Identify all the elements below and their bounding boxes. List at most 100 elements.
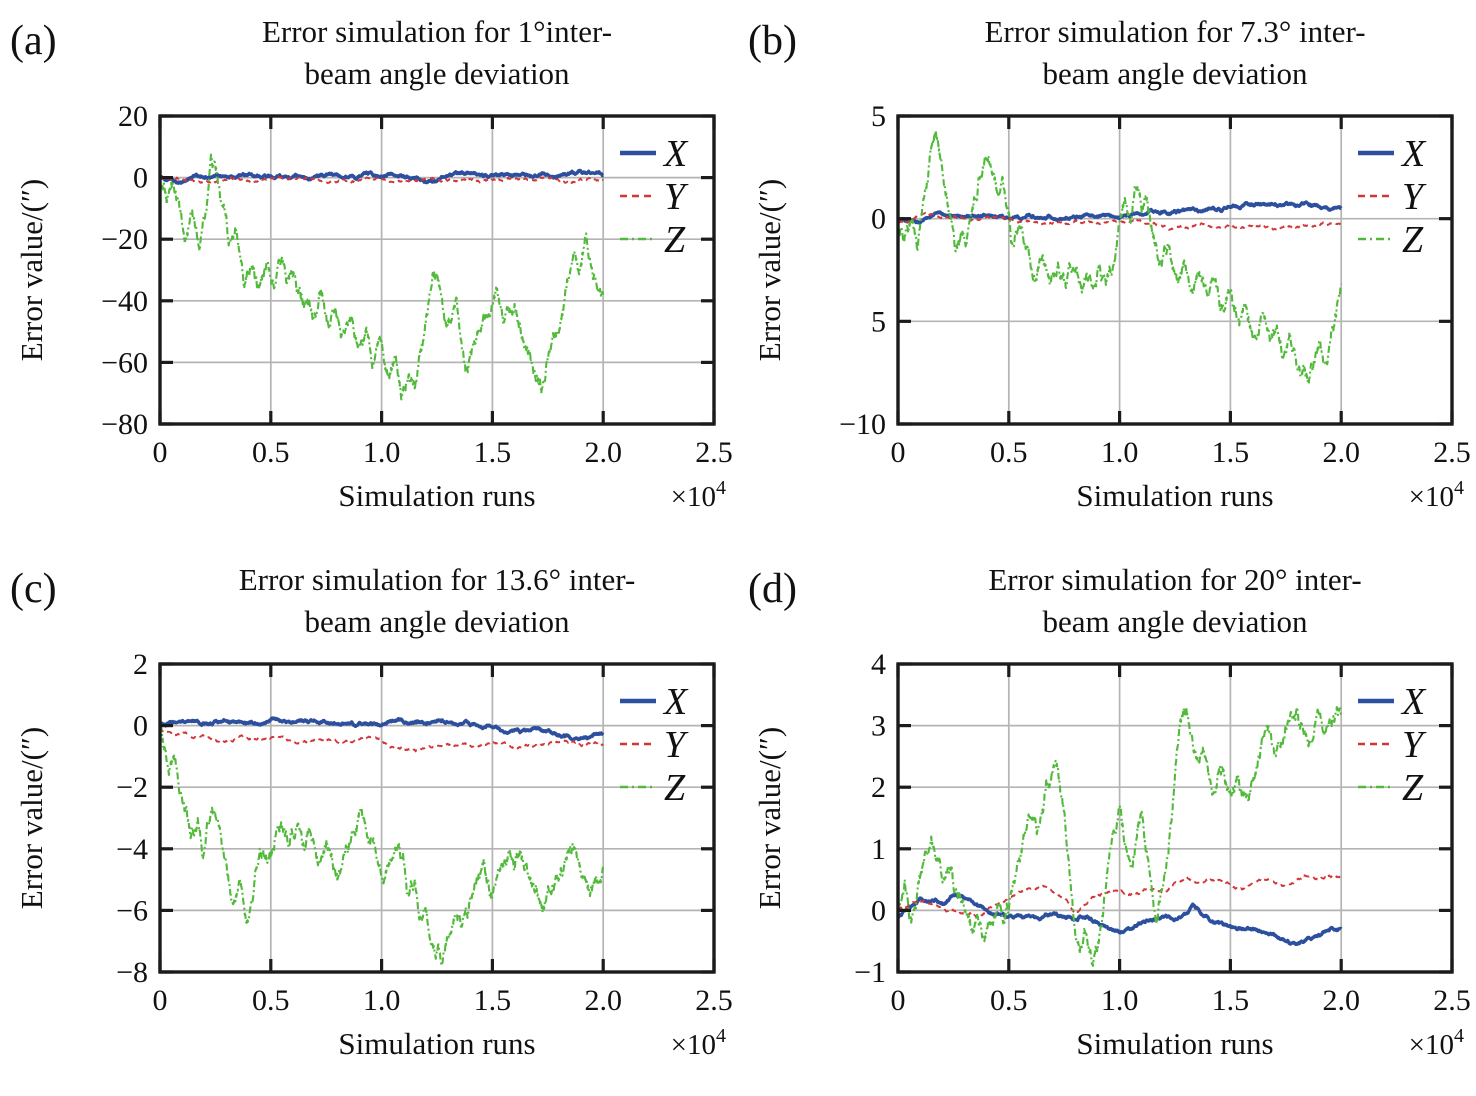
series-group [160,153,605,401]
x-axis-offset-label: ×104 [671,1025,726,1061]
legend-label-x: X [1400,133,1427,175]
x-tick-label: 0 [153,436,168,469]
series-z-line [160,724,605,967]
series-z-line [898,706,1343,967]
panel-tag: (c) [10,566,57,612]
y-axis-label: Error value/(″) [14,727,49,909]
series-x-line [160,168,605,185]
x-tick-label: 2.5 [1433,436,1471,469]
x-tick-label: 1.0 [363,436,401,469]
x-axis-offset-label: ×104 [1409,1025,1464,1061]
y-tick-label: 4 [871,648,886,681]
panel-tag: (b) [748,18,797,64]
axes-box [896,662,1454,974]
y-axis-label: Error value/(″) [752,727,787,909]
series-group [898,129,1343,385]
panel-b-chart: (b) Error simulation for 7.3° inter-beam … [748,14,1471,513]
legend-label-y: Y [1402,724,1427,766]
x-tick-label: 1.0 [1101,984,1139,1017]
legend-label-x: X [1400,681,1427,723]
x-axis-label: Simulation runs [1076,1026,1273,1061]
x-axis-offset-label: ×104 [1409,477,1464,513]
x-tick-label: 1.5 [1212,984,1250,1017]
x-tick-label: 2.0 [584,436,622,469]
y-tick-label: 2 [133,648,148,681]
series-y-line [898,210,1342,232]
y-tick-label: −40 [101,285,148,318]
x-tick-label: 0.5 [990,984,1028,1017]
series-z-line [898,129,1343,385]
x-axis-offset-label: ×104 [671,477,726,513]
series-x-line [898,892,1343,946]
x-tick-label: 1.5 [474,984,512,1017]
axes-box [158,662,716,974]
x-tick-label: 0.5 [252,436,290,469]
series-group [898,706,1343,967]
panel-tag: (d) [748,566,797,612]
legend: XYZ [1358,133,1427,261]
legend-label-z: Z [664,219,686,261]
series-group [160,716,605,967]
x-tick-label: 1.0 [363,984,401,1017]
series-x-line [160,716,605,742]
y-tick-label: 5 [871,305,886,338]
y-axis-label: Error value/(″) [752,179,787,361]
series-y-line [160,726,604,753]
x-tick-label: 0 [891,984,906,1017]
panel-a-chart: (a) Error simulation for 1°inter-beam ang… [10,14,733,513]
y-tick-label: −60 [101,346,148,379]
y-tick-label: 0 [871,894,886,927]
y-tick-label: −10 [839,408,886,441]
series-y-line [160,175,604,185]
axes-box [158,114,716,426]
chart-title-line1: Error simulation for 7.3° inter- [984,14,1365,49]
y-tick-label: −6 [116,894,148,927]
chart-title-line2: beam angle deviation [304,56,570,91]
x-tick-label: 0 [153,984,168,1017]
x-tick-label: 1.0 [1101,436,1139,469]
x-tick-label: 2.0 [584,984,622,1017]
x-tick-label: 2.0 [1322,436,1360,469]
chart-title-line1: Error simulation for 20° inter- [988,562,1361,597]
chart-title-line2: beam angle deviation [1042,56,1308,91]
panel-c-chart: (c) Error simulation for 13.6° inter-beam… [10,562,733,1061]
panel-d-chart: (d) Error simulation for 20° inter-beam a… [748,562,1471,1061]
x-axis-label: Simulation runs [338,1026,535,1061]
x-tick-label: 2.5 [1433,984,1471,1017]
y-tick-label: 0 [133,162,148,195]
y-tick-label: −80 [101,408,148,441]
x-axis-label: Simulation runs [1076,478,1273,513]
y-tick-label: 20 [118,100,148,133]
x-axis-label: Simulation runs [338,478,535,513]
legend-label-y: Y [664,724,689,766]
legend-label-x: X [662,133,689,175]
y-tick-label: 5 [871,100,886,133]
y-tick-label: −1 [854,956,886,989]
y-tick-label: −20 [101,223,148,256]
chart-title-line2: beam angle deviation [304,604,570,639]
chart-title-line2: beam angle deviation [1042,604,1308,639]
series-z-line [160,153,605,401]
y-tick-label: 2 [871,771,886,804]
y-tick-label: 0 [871,203,886,236]
panel-tag: (a) [10,18,57,64]
legend-label-z: Z [664,767,686,809]
panel-root: (d) Error simulation for 20° inter-beam a… [748,562,1471,1061]
x-tick-label: 2.5 [695,984,733,1017]
y-tick-label: 0 [133,710,148,743]
legend-label-y: Y [664,176,689,218]
series-y-line [898,874,1342,918]
y-tick-label: 3 [871,710,886,743]
x-tick-label: 0.5 [252,984,290,1017]
panel-root: (b) Error simulation for 7.3° inter-beam … [748,14,1471,513]
x-tick-label: 0 [891,436,906,469]
y-tick-label: −4 [116,833,148,866]
chart-title-line1: Error simulation for 1°inter- [262,14,612,49]
x-tick-label: 1.5 [474,436,512,469]
legend-label-x: X [662,681,689,723]
x-tick-label: 1.5 [1212,436,1250,469]
legend-label-y: Y [1402,176,1427,218]
y-tick-label: 1 [871,833,886,866]
y-axis-label: Error value/(″) [14,179,49,361]
